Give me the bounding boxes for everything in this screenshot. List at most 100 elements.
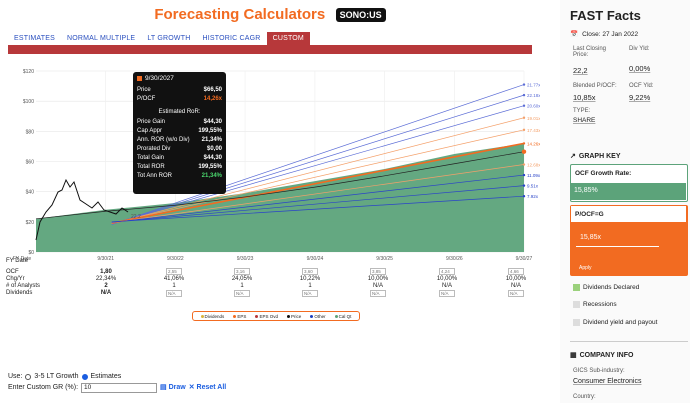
tooltip-value: 21,34% bbox=[201, 173, 222, 179]
ocf-input[interactable]: 4,66 bbox=[508, 268, 524, 275]
check-recessions[interactable]: Recessions bbox=[573, 301, 617, 308]
pocf-label: P/OCF=G bbox=[571, 206, 686, 222]
ocf-input[interactable]: 3,60 bbox=[302, 268, 318, 275]
tab-custom[interactable]: CUSTOM bbox=[266, 32, 310, 45]
multiple-band-line bbox=[111, 129, 525, 224]
table-label-fydate: FY Date bbox=[6, 258, 28, 264]
band-end-point bbox=[522, 142, 526, 145]
legend-label: Cal Qt bbox=[338, 313, 352, 319]
tab-lt-growth[interactable]: LT GROWTH bbox=[147, 35, 191, 42]
calendar-icon: 📅 bbox=[570, 31, 579, 38]
fact-label: TYPE: bbox=[573, 108, 591, 114]
multiple-band-line bbox=[111, 185, 525, 223]
table-cell: 2 bbox=[104, 283, 108, 289]
tooltip-row: P/OCF 14,26x bbox=[137, 95, 222, 104]
ocf-input[interactable]: 2,55 bbox=[166, 268, 182, 275]
tooltip-label: Cap Appr bbox=[137, 128, 163, 134]
custom-gr-input[interactable]: 10 bbox=[81, 382, 158, 393]
graph-key-heading: ↗ GRAPH KEY bbox=[570, 152, 621, 161]
check-dividends-declared[interactable]: Dividends Declared bbox=[573, 284, 639, 291]
company-info-label: COMPANY INFO bbox=[579, 351, 634, 359]
band-end-point bbox=[522, 104, 526, 107]
ocf-growth-value: 15,85% bbox=[571, 183, 686, 200]
legend-eps-ovd[interactable]: EPS Ovd bbox=[255, 314, 278, 319]
table-cell: 10,00% bbox=[505, 276, 527, 282]
tab-normal-multiple[interactable]: NORMAL MULTIPLE bbox=[66, 35, 136, 42]
y-tick-label: $80 bbox=[26, 129, 35, 135]
tab-historic-cagr[interactable]: HISTORIC CAGR bbox=[202, 35, 261, 42]
table-label-ocf: OCF bbox=[6, 269, 19, 275]
y-tick-label: $20 bbox=[26, 220, 35, 226]
chart-line-icon: ↗ bbox=[570, 153, 576, 160]
dividend-input[interactable]: N/A bbox=[370, 290, 386, 297]
dividend-input[interactable]: N/A bbox=[439, 290, 455, 297]
tooltip-row: Price Gain $44,30 bbox=[137, 118, 222, 127]
building-icon: ▦ bbox=[570, 352, 577, 359]
tooltip-value: 21,34% bbox=[201, 137, 222, 143]
reset-all-button[interactable]: ✕ Reset All bbox=[189, 382, 227, 393]
legend-dividends[interactable]: Dividends bbox=[200, 314, 224, 319]
legend-dot-icon bbox=[255, 314, 259, 318]
band-label: 14.26x bbox=[527, 141, 540, 146]
table-cell: 10,00% bbox=[367, 276, 389, 282]
tooltip-row: Ann. ROR (w/o Div) 21,34% bbox=[137, 136, 222, 145]
legend-dot-icon bbox=[287, 314, 291, 318]
table-cell: 10,00% bbox=[436, 276, 458, 282]
band-end-point bbox=[522, 93, 526, 97]
cal-qt-area bbox=[36, 143, 524, 252]
gr-row: Enter Custom GR (%): 10 ▤ Draw ✕ Reset A… bbox=[8, 382, 226, 393]
dividend-input[interactable]: N/A bbox=[302, 290, 318, 297]
multiple-band-line bbox=[111, 164, 525, 224]
ocf-input[interactable]: 3,85 bbox=[370, 268, 386, 275]
check-label: Recessions bbox=[583, 301, 617, 308]
country-label: Country: bbox=[573, 394, 596, 400]
band-label: 9.51x bbox=[527, 184, 539, 189]
draw-button[interactable]: ▤ Draw bbox=[160, 382, 186, 393]
fast-facts-sidebar: FAST Facts 📅 Close: 27 Jan 2022 Last Clo… bbox=[560, 0, 690, 403]
table-cell: N/A bbox=[441, 283, 452, 289]
legend-eps[interactable]: EPS bbox=[233, 314, 246, 319]
check-swatch-icon bbox=[573, 319, 580, 326]
ocf-growth-label: OCF Growth Rate: bbox=[575, 170, 632, 177]
forecast-chart-svg: $120 $100 $80 $60 $40 $20 $0FY Date 9/30/21 9/30… bbox=[13, 69, 541, 262]
ocf-input[interactable]: 4,24 bbox=[439, 268, 455, 275]
tab-estimates[interactable]: ESTIMATES bbox=[14, 35, 55, 42]
y-tick-label: $120 bbox=[23, 69, 34, 75]
chart-tooltip: 9/30/2027 Price $66,50 P/OCF 14,26x Estima… bbox=[133, 72, 226, 194]
dividend-input[interactable]: N/A bbox=[166, 290, 182, 297]
tooltip-label: P/OCF bbox=[137, 96, 156, 102]
page-title: Forecasting Calculators bbox=[154, 6, 326, 24]
ocf-input[interactable]: 3,16 bbox=[234, 268, 250, 275]
legend-cal-qt[interactable]: Cal Qt bbox=[334, 313, 352, 319]
gics-value[interactable]: Consumer Electronics bbox=[573, 378, 642, 385]
tooltip-value: 199,55% bbox=[198, 128, 222, 134]
tab-underline bbox=[8, 45, 532, 54]
legend-other[interactable]: Other bbox=[310, 314, 326, 319]
main-panel: Forecasting Calculators SONO:US ESTIMATE… bbox=[0, 6, 541, 393]
x-tick-label: 9/30/27 bbox=[516, 256, 533, 262]
legend-label: EPS bbox=[237, 313, 247, 319]
x-tick-label: 9/30/25 bbox=[376, 256, 393, 262]
table-label-chg: Chg/Yr bbox=[6, 276, 25, 282]
band-end-point bbox=[522, 163, 526, 166]
radio-lt-growth[interactable] bbox=[25, 373, 32, 380]
dividend-input[interactable]: N/A bbox=[234, 290, 250, 297]
y-tick-label: $40 bbox=[26, 190, 35, 196]
current-price-label: 22.2 bbox=[131, 214, 141, 220]
pocf-input[interactable]: 15,85x bbox=[576, 228, 659, 247]
x-tick-label: 9/30/24 bbox=[307, 256, 324, 262]
table-cell: 10,22% bbox=[299, 276, 321, 282]
tooltip-label: Total Gain bbox=[137, 155, 165, 161]
legend-price[interactable]: Price bbox=[287, 314, 301, 319]
forecast-chart[interactable]: $120 $100 $80 $60 $40 $20 $0 FY Date 9/30/21 9/30… bbox=[0, 62, 541, 262]
legend-dot-icon bbox=[334, 314, 338, 318]
tooltip-row: Tot Ann ROR 21,34% bbox=[137, 172, 222, 181]
check-dividend-yield[interactable]: Dividend yield and payout bbox=[573, 319, 657, 326]
tooltip-value: 14,26x bbox=[203, 96, 222, 102]
ticker-badge: SONO:US bbox=[335, 7, 386, 22]
radio-estimates[interactable] bbox=[81, 373, 88, 380]
apply-button[interactable]: Apply bbox=[579, 265, 592, 271]
dividend-input[interactable]: N/A bbox=[508, 290, 524, 297]
multiple-band-line bbox=[111, 174, 525, 223]
